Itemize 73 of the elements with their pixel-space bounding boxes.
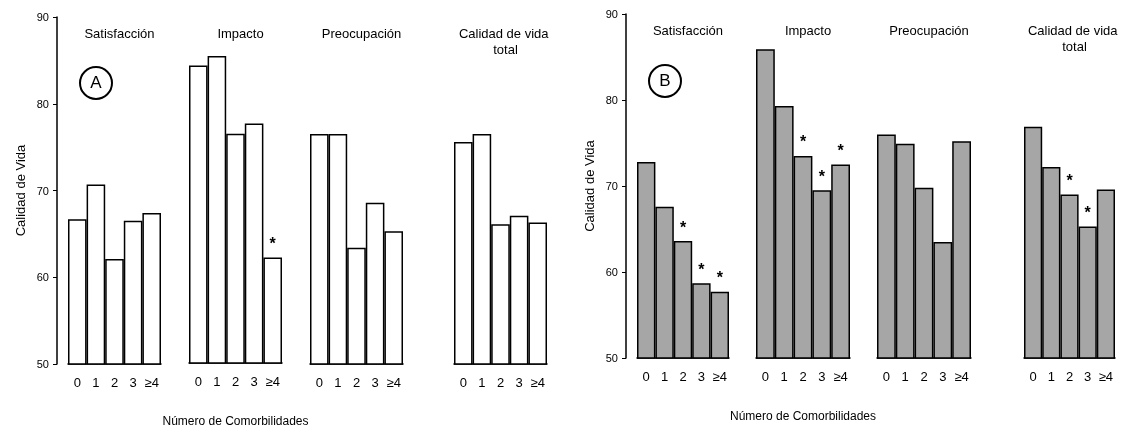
x-tick-label: 1 (92, 375, 100, 390)
x-tick-label: 3 (939, 369, 947, 384)
x-tick-label: 0 (882, 369, 891, 384)
x-tick-label: 0 (642, 369, 650, 384)
y-axis-title: Calidad de Vida (582, 139, 597, 232)
annotation: * (716, 269, 724, 287)
y-axis-title: Calidad de Vida (13, 143, 28, 237)
x-tick-label: 0 (1029, 369, 1037, 384)
x-tick-label: 1 (478, 375, 486, 390)
x-tick-label: 1 (660, 369, 669, 384)
y-tick-label: 80 (605, 94, 618, 106)
x-tick-label: ≥4 (712, 369, 727, 384)
text: Satisfacción (652, 22, 724, 38)
x-tick-label: 0 (761, 369, 770, 384)
x-axis-title: Número de Comorbilidades (162, 414, 309, 428)
x-tick-label: 3 (697, 369, 706, 384)
annotation: * (837, 142, 845, 159)
annotation: * (799, 133, 807, 151)
annotation: * (1084, 203, 1092, 221)
y-tick-label: 70 (605, 180, 618, 192)
x-tick-label: 0 (73, 375, 81, 390)
x-tick-label: 2 (1065, 369, 1074, 384)
x-axis-title: Número de Comorbilidades (729, 409, 877, 423)
y-tick-label: 90 (36, 11, 49, 23)
x-tick-label: ≥4 (954, 369, 969, 384)
y-tick-label: 60 (605, 266, 618, 278)
x-tick-label: 3 (515, 375, 523, 390)
x-tick-label: ≥4 (265, 374, 280, 389)
x-tick-label: 1 (1047, 369, 1055, 384)
x-tick-label: 2 (679, 369, 687, 384)
text: Impacto (784, 22, 832, 38)
x-tick-label: 0 (315, 375, 323, 390)
y-tick-label: 70 (36, 184, 49, 197)
x-tick-label: 3 (818, 369, 826, 384)
y-tick-label: 90 (605, 8, 618, 20)
x-tick-label: 0 (459, 375, 467, 390)
x-tick-label: ≥4 (530, 375, 545, 390)
circle-outline: B (648, 64, 682, 98)
x-tick-label: ≥4 (144, 375, 159, 390)
y-tick-label: 80 (36, 97, 49, 110)
annotation: * (1066, 172, 1074, 190)
x-tick-label: 1 (780, 369, 788, 384)
text: Calidad de vida total (458, 25, 553, 57)
text: Preocupación (889, 22, 969, 38)
circle-outline: A (79, 66, 113, 100)
x-tick-label: 1 (901, 369, 909, 384)
annotation: * (269, 234, 277, 252)
x-tick-label: 2 (920, 369, 928, 384)
x-tick-label: 3 (250, 374, 258, 389)
annotation: * (698, 260, 706, 278)
x-tick-label: ≥4 (833, 369, 848, 384)
y-tick-label: 60 (36, 271, 49, 284)
x-tick-label: 2 (496, 375, 505, 390)
x-tick-label: 0 (194, 374, 202, 389)
text: Preocupación (321, 25, 402, 41)
annotation: * (679, 218, 687, 236)
x-tick-label: 2 (352, 375, 361, 390)
x-tick-label: ≥4 (386, 375, 401, 390)
x-tick-label: 2 (110, 375, 119, 390)
text: Impacto (217, 25, 264, 41)
x-tick-label: 3 (1084, 369, 1092, 384)
annotation: * (818, 167, 826, 185)
y-tick-label: 50 (605, 352, 618, 364)
x-tick-label: 3 (129, 375, 137, 390)
x-tick-label: ≥4 (1098, 369, 1114, 384)
x-tick-label: 1 (334, 375, 342, 390)
text: Satisfacción (84, 25, 155, 41)
x-tick-label: 2 (799, 369, 807, 384)
text: Calidad de vida total (1027, 22, 1122, 54)
x-tick-label: 1 (213, 374, 221, 389)
x-tick-label: 2 (231, 374, 240, 389)
y-tick-label: 50 (36, 358, 49, 370)
x-tick-label: 3 (371, 375, 379, 390)
